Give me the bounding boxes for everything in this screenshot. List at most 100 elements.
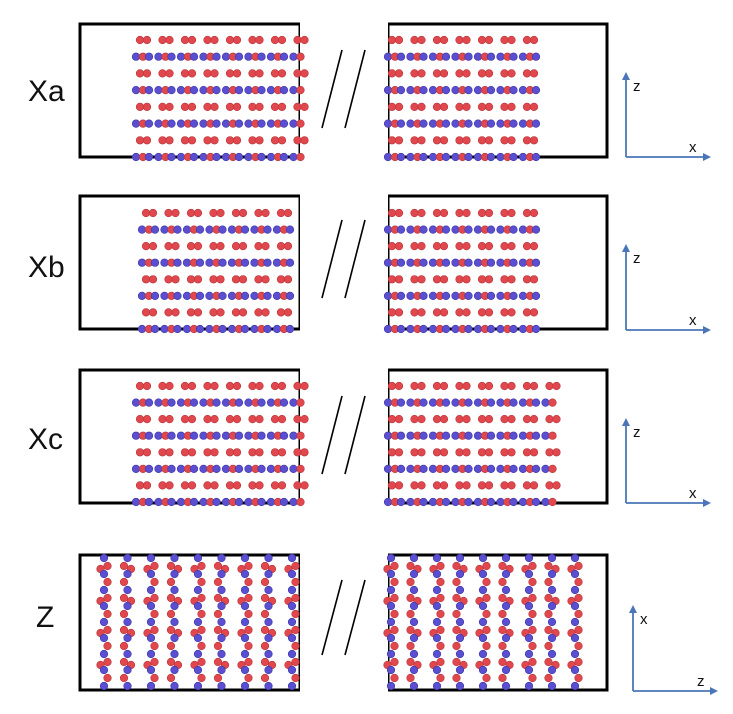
cation-atom (518, 258, 528, 267)
slab-xa (78, 15, 609, 165)
oxygen-atom (417, 102, 426, 111)
oxygen-atom (477, 35, 487, 45)
oxygen-atom (260, 641, 270, 651)
cation-atom (383, 324, 393, 334)
oxygen-atom (293, 69, 302, 78)
oxygen-atom (522, 208, 532, 218)
cation-atom (272, 225, 282, 234)
oxygen-atom (141, 308, 151, 317)
oxygen-atom (574, 625, 583, 635)
oxygen-atom (300, 381, 309, 391)
oxygen-atom (390, 577, 399, 587)
oxygen-atom (283, 208, 293, 218)
cation-atom (99, 681, 109, 691)
oxygen-atom (165, 69, 174, 78)
oxygen-atom (544, 593, 553, 603)
cation-atom (287, 681, 297, 691)
cation-atom (518, 291, 528, 301)
oxygen-atom (387, 481, 397, 490)
cation-atom (266, 52, 276, 61)
cation-atom (189, 398, 199, 407)
cation-atom (478, 633, 488, 643)
oxygen-atom (254, 208, 263, 218)
oxygen-atom (260, 625, 270, 635)
cation-atom (547, 681, 557, 691)
cation-atom (396, 324, 406, 334)
oxygen-atom (406, 657, 415, 667)
oxygen-atom (210, 448, 219, 457)
oxygen-atom (186, 208, 196, 218)
cation-atom (131, 464, 141, 474)
cation-atom (195, 291, 205, 301)
oxygen-atom (432, 208, 442, 218)
oxygen-atom (484, 308, 494, 317)
oxygen-atom (165, 481, 174, 490)
cation-atom (432, 617, 442, 627)
oxygen-atom (291, 625, 300, 635)
oxygen-atom (477, 242, 487, 251)
oxygen-atom (544, 561, 553, 571)
oxygen-atom (482, 577, 491, 587)
cation-atom (464, 464, 473, 474)
cation-atom (176, 398, 186, 407)
cation-atom (257, 497, 266, 507)
cation-atom (383, 225, 393, 234)
oxygen-atom (439, 242, 449, 251)
oxygen-atom (394, 448, 404, 457)
oxygen-atom (187, 35, 197, 45)
oxygen-atom (410, 415, 419, 424)
atom-lattice (131, 35, 541, 162)
cation-atom (441, 497, 451, 507)
cation-atom (409, 617, 419, 627)
oxygen-atom (255, 102, 264, 111)
cation-atom (570, 681, 580, 691)
oxygen-atom (436, 657, 445, 667)
cation-atom (406, 225, 415, 234)
cation-atom (146, 601, 156, 611)
cation-atom (524, 601, 534, 611)
cation-atom (473, 497, 483, 507)
cation-atom (144, 119, 154, 128)
cation-atom (455, 617, 465, 627)
oxygen-atom (477, 308, 487, 317)
cation-atom (199, 85, 208, 95)
oxygen-atom (544, 641, 553, 651)
cation-atom (205, 291, 214, 301)
cation-atom (383, 497, 393, 507)
cation-atom (428, 398, 438, 407)
oxygen-atom (296, 152, 305, 162)
cation-atom (547, 553, 557, 563)
cation-atom (464, 52, 473, 61)
oxygen-atom (255, 448, 264, 457)
oxygen-atom (166, 625, 176, 635)
oxygen-atom (432, 242, 442, 251)
oxygen-atom (293, 415, 302, 424)
oxygen-atom (417, 275, 426, 284)
oxygen-atom (254, 308, 263, 317)
oxygen-atom (232, 481, 242, 490)
cation-atom (123, 649, 132, 659)
cation-atom (244, 497, 253, 507)
axis-label-horizontal: x (689, 312, 697, 329)
oxygen-atom (455, 415, 464, 424)
oxygen-atom (186, 242, 196, 251)
oxygen-atom (255, 35, 264, 45)
oxygen-atom (197, 673, 206, 683)
oxygen-atom (141, 275, 151, 284)
oxygen-atom (261, 242, 270, 251)
oxygen-atom (529, 136, 539, 145)
cation-atom (221, 398, 231, 407)
cation-atom (496, 225, 505, 234)
oxygen-atom (209, 308, 218, 317)
cation-atom (383, 398, 393, 407)
oxygen-atom (394, 102, 404, 111)
cation-atom (199, 52, 208, 61)
cation-atom (212, 497, 221, 507)
oxygen-atom (507, 275, 516, 284)
oxygen-atom (417, 35, 426, 45)
cation-atom (234, 152, 244, 162)
cation-atom (264, 665, 273, 675)
oxygen-atom (119, 641, 129, 651)
cation-atom (386, 585, 396, 595)
cation-atom (244, 464, 253, 474)
